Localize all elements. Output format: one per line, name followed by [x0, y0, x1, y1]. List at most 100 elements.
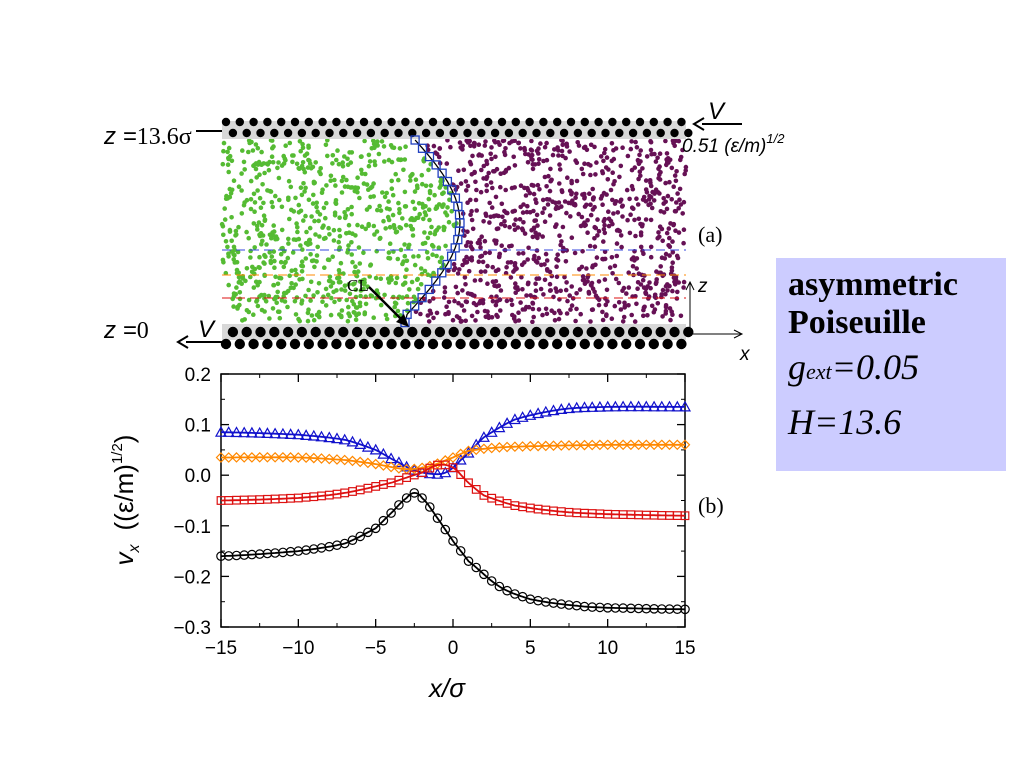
left-fluid-particle [286, 241, 291, 246]
right-fluid-particle [665, 288, 670, 293]
wall-atom [593, 338, 604, 350]
right-fluid-particle [638, 282, 644, 287]
right-fluid-particle [530, 319, 535, 325]
right-fluid-particle [540, 197, 546, 203]
left-fluid-particle [403, 222, 409, 228]
right-fluid-particle [574, 306, 579, 312]
left-fluid-particle [290, 153, 295, 158]
left-fluid-particle [320, 299, 325, 305]
g-symbol: g [788, 347, 806, 387]
right-fluid-particle [462, 275, 468, 280]
wall-atom [386, 338, 397, 350]
left-fluid-particle [271, 282, 276, 288]
right-fluid-particle [614, 253, 620, 259]
wall-atom [586, 326, 597, 338]
left-fluid-particle [254, 223, 260, 229]
note-line-poiseuille: Poiseuille [788, 304, 926, 341]
right-fluid-particle [532, 295, 538, 300]
left-fluid-particle [283, 259, 288, 265]
right-fluid-particle [525, 160, 531, 165]
wall-atom [669, 326, 680, 338]
left-fluid-particle [349, 150, 355, 155]
right-fluid-particle [493, 279, 499, 284]
right-fluid-particle [590, 264, 595, 270]
md-snapshot-panel: CL z =13.6σ z =0 V 0.51 (ε/m)1/2 V z x (… [103, 98, 785, 365]
data-point [680, 604, 690, 615]
left-fluid-particle [239, 281, 244, 287]
left-fluid-particle [372, 162, 378, 168]
left-fluid-particle [417, 211, 423, 217]
bottom-wall-atoms [220, 326, 694, 350]
cl-arrowhead [396, 314, 409, 327]
right-fluid-particle [629, 139, 634, 144]
data-point [486, 576, 497, 586]
left-fluid-particle [349, 204, 354, 210]
right-fluid-particle [632, 165, 638, 170]
right-fluid-particle [434, 310, 440, 316]
right-fluid-particle [534, 276, 539, 282]
wall-atom [490, 128, 500, 138]
right-fluid-particle [611, 211, 616, 216]
right-fluid-particle [488, 151, 494, 157]
left-fluid-particle [273, 274, 278, 280]
wall-atom [621, 338, 632, 350]
right-fluid-particle [538, 286, 544, 292]
wall-atom [325, 128, 334, 138]
right-fluid-particle [646, 202, 651, 208]
right-fluid-particle [503, 169, 509, 174]
right-fluid-particle [522, 307, 528, 312]
right-fluid-particle [568, 214, 573, 219]
right-fluid-particle [471, 144, 477, 149]
data-point [548, 440, 559, 452]
y-tick-label: −0.2 [173, 567, 211, 588]
right-fluid-particle [641, 251, 646, 257]
left-fluid-particle [381, 218, 386, 224]
left-fluid-particle [233, 228, 239, 234]
right-fluid-particle [648, 254, 654, 260]
right-fluid-particle [530, 301, 536, 306]
right-fluid-particle [634, 196, 639, 201]
data-point [330, 432, 344, 444]
wall-atom [456, 117, 465, 127]
right-fluid-particle [673, 228, 678, 233]
right-fluid-particle [541, 158, 546, 164]
right-fluid-particle [520, 210, 526, 215]
left-fluid-particle [290, 250, 296, 255]
right-fluid-particle [602, 230, 608, 236]
left-fluid-particle [327, 232, 332, 237]
right-fluid-particle [484, 174, 490, 180]
right-fluid-particle [524, 209, 530, 215]
right-fluid-particle [639, 272, 645, 278]
right-fluid-particle [478, 277, 483, 283]
left-fluid-particle [381, 144, 387, 149]
data-point [570, 401, 583, 413]
right-fluid-particle [588, 212, 594, 218]
left-fluid-particle [412, 206, 418, 212]
right-fluid-particle [498, 308, 503, 313]
wall-atom [532, 128, 541, 138]
left-fluid-particle [397, 206, 402, 212]
left-fluid-particle [329, 295, 334, 301]
left-fluid-particle [437, 259, 443, 265]
data-point [432, 458, 443, 469]
left-fluid-particle [442, 225, 447, 230]
right-fluid-particle [665, 193, 671, 199]
wall-atom [332, 117, 341, 127]
left-fluid-particle [353, 287, 359, 293]
right-fluid-particle [485, 281, 490, 287]
right-fluid-particle [535, 235, 540, 241]
left-fluid-particle [289, 281, 294, 286]
right-fluid-particle [579, 166, 585, 172]
left-fluid-particle [429, 224, 434, 230]
right-fluid-particle [530, 166, 536, 172]
right-fluid-particle [547, 188, 553, 194]
left-fluid-particle [361, 250, 366, 256]
y-tick-label: 0.1 [185, 416, 211, 437]
right-fluid-particle [616, 300, 622, 305]
right-fluid-particle [643, 286, 649, 292]
left-fluid-particle [446, 219, 452, 225]
right-fluid-particle [593, 293, 599, 299]
left-fluid-particle [325, 153, 330, 159]
right-fluid-particle [683, 168, 688, 173]
